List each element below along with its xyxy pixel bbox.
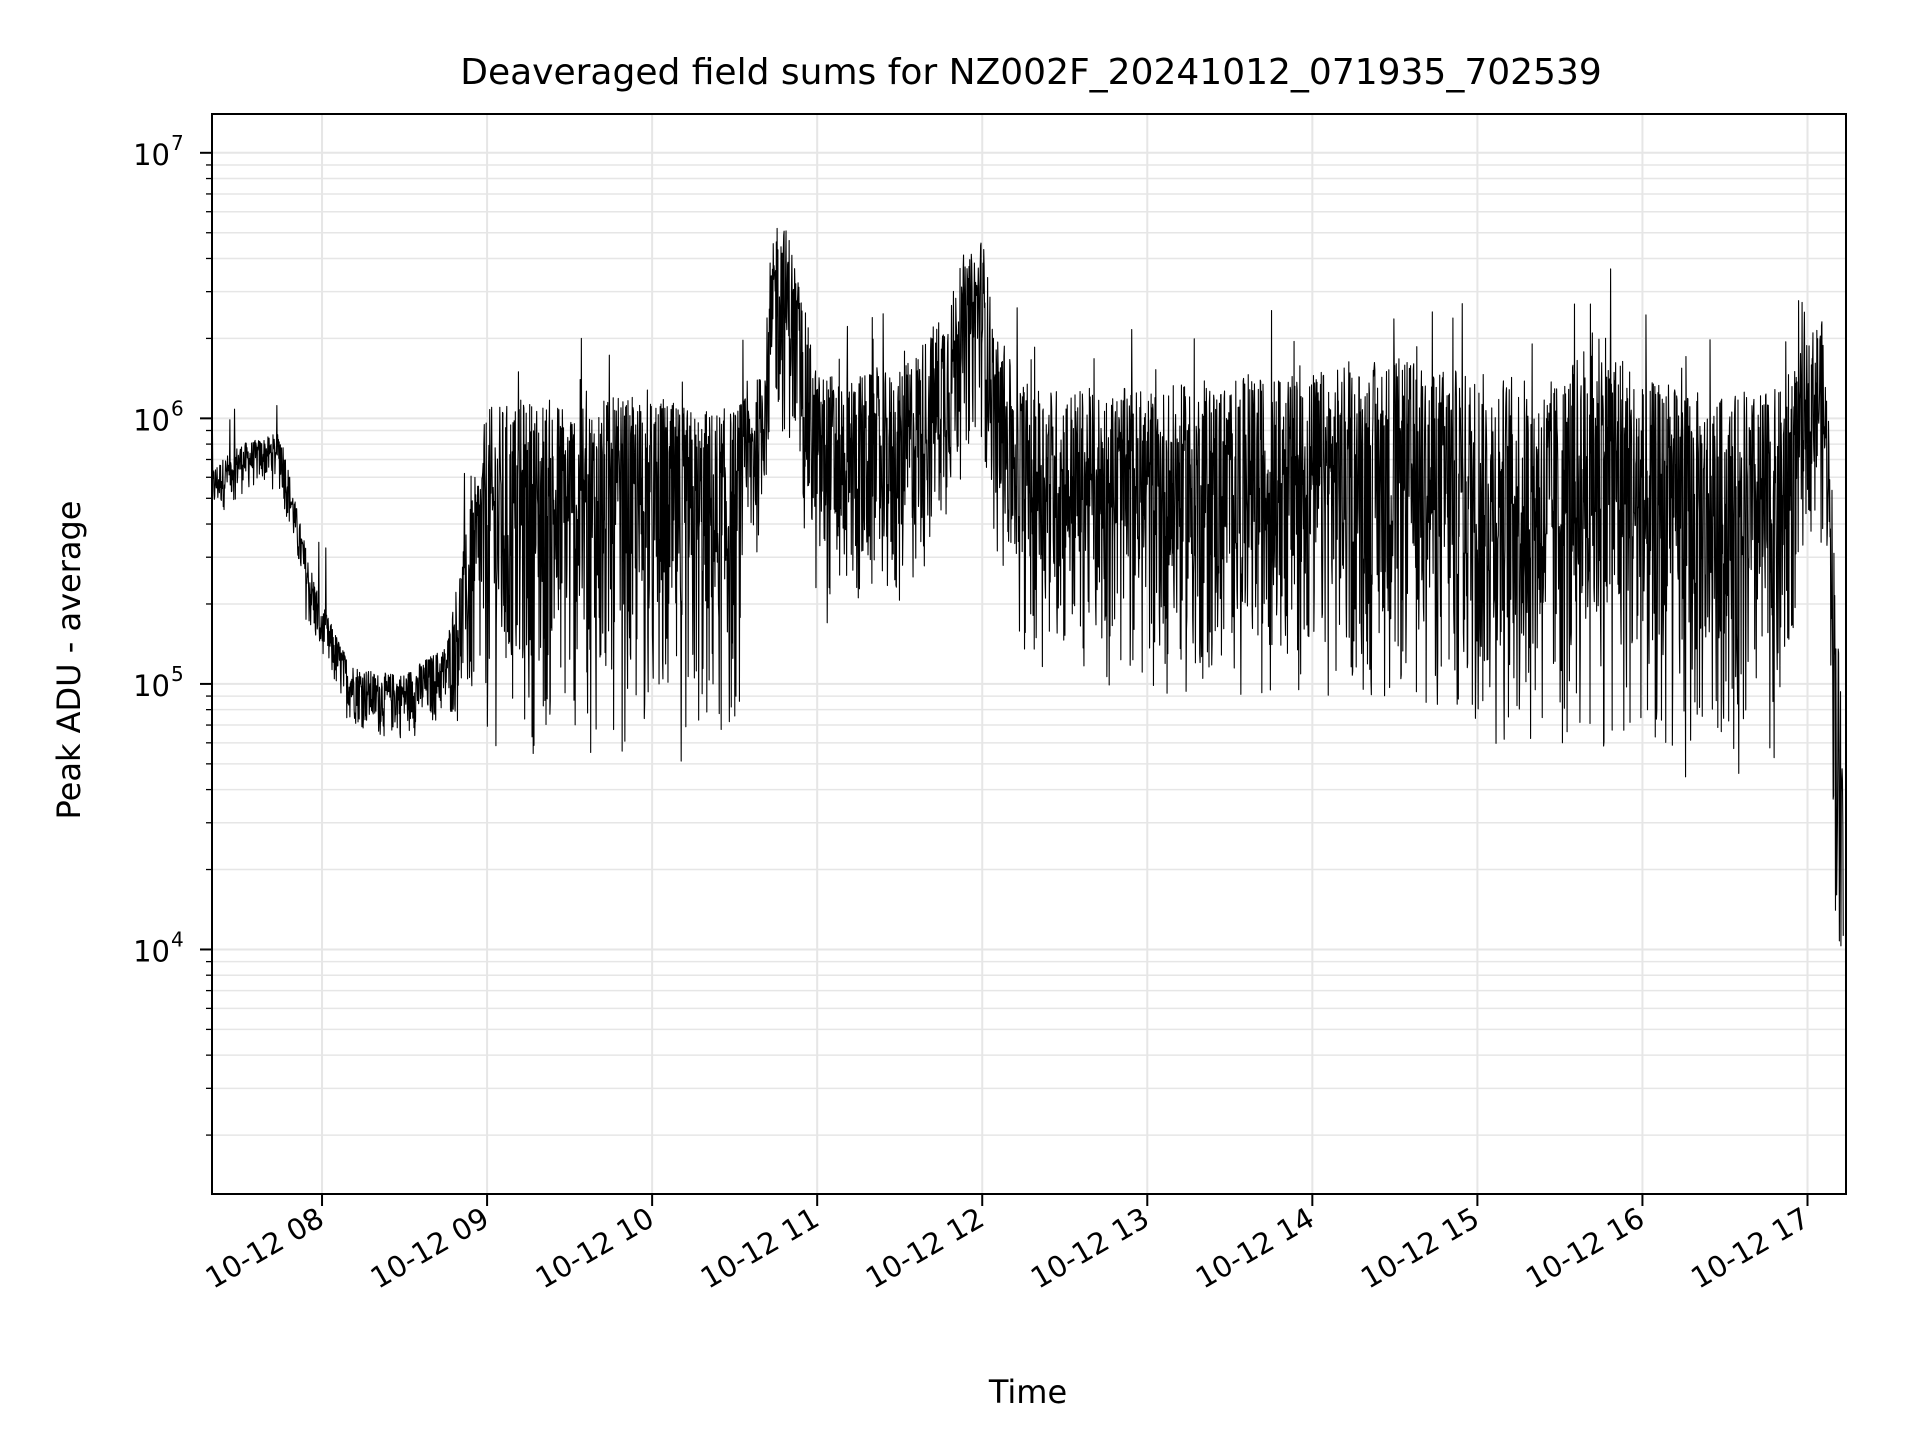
data-series bbox=[211, 227, 1844, 947]
y-tick-label: 10 6 bbox=[133, 396, 184, 437]
y-tick-label-base: 10 bbox=[133, 138, 170, 172]
y-tick-label: 10 7 bbox=[133, 131, 184, 172]
y-tick-label-exponent: 5 bbox=[171, 662, 184, 686]
chart-title: Deaveraged field sums for NZ002F_2024101… bbox=[460, 52, 1602, 93]
y-tick-label: 10 4 bbox=[133, 927, 184, 968]
y-tick-label-exponent: 7 bbox=[171, 131, 184, 155]
y-tick-label-exponent: 6 bbox=[171, 396, 184, 420]
x-axis-title: Time bbox=[988, 1373, 1067, 1411]
y-tick-label: 10 5 bbox=[133, 662, 184, 703]
y-tick-label-base: 10 bbox=[133, 934, 170, 968]
y-axis-title: Peak ADU - average bbox=[50, 501, 88, 820]
y-tick-label-exponent: 4 bbox=[171, 927, 184, 951]
y-tick-label-base: 10 bbox=[133, 403, 170, 437]
y-tick-label-base: 10 bbox=[133, 669, 170, 703]
plot-frame bbox=[211, 113, 1847, 1195]
series-line bbox=[211, 227, 1844, 947]
